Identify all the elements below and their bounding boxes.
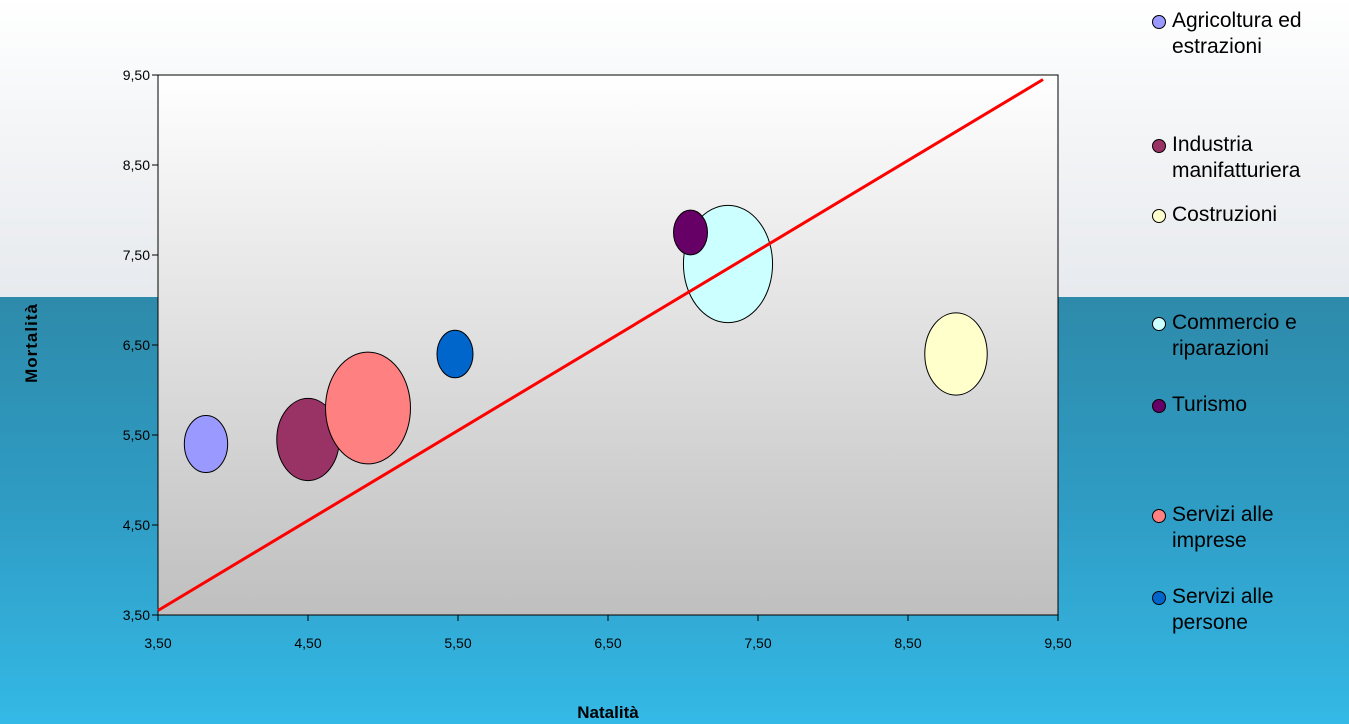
- legend-item[interactable]: Servizi alle persone: [1152, 584, 1349, 636]
- legend-item[interactable]: Costruzioni: [1152, 202, 1349, 228]
- y-tick-label: 6,50: [123, 337, 150, 353]
- bubble-servizi-alle-imprese[interactable]: [325, 351, 411, 465]
- y-tick-label: 3,50: [123, 607, 150, 623]
- bubble-turismo[interactable]: [673, 209, 708, 256]
- x-tick-label: 7,50: [744, 635, 771, 651]
- legend-marker: [1152, 317, 1166, 331]
- bubble-costruzioni[interactable]: [924, 312, 988, 396]
- y-tick-label: 8,50: [123, 157, 150, 173]
- legend-label: Costruzioni: [1172, 203, 1278, 226]
- x-tick-label: 5,50: [444, 635, 471, 651]
- legend-item[interactable]: Agricoltura ed estrazioni: [1152, 8, 1349, 60]
- legend-label: Servizi alle persone: [1172, 585, 1274, 634]
- bubble-agricoltura-ed-estrazioni[interactable]: [183, 414, 229, 474]
- legend-label: Agricoltura ed estrazioni: [1172, 9, 1302, 58]
- legend-item[interactable]: Industria manifatturiera: [1152, 132, 1349, 184]
- y-tick-label: 7,50: [123, 247, 150, 263]
- legend-item[interactable]: Turismo: [1152, 392, 1349, 418]
- legend-label: Servizi alle imprese: [1172, 503, 1274, 552]
- x-tick-label: 9,50: [1044, 635, 1071, 651]
- legend-marker: [1152, 591, 1166, 605]
- x-tick-label: 3,50: [144, 635, 171, 651]
- legend-label: Commercio e riparazioni: [1172, 311, 1297, 360]
- reference-line: [157, 78, 1044, 612]
- x-tick-label: 4,50: [294, 635, 321, 651]
- legend-marker: [1152, 209, 1166, 223]
- y-tick-label: 9,50: [123, 67, 150, 83]
- y-axis-title: Mortalità: [22, 303, 41, 383]
- legend-label: Turismo: [1172, 393, 1248, 416]
- bubble-servizi-alle-persone[interactable]: [436, 329, 474, 379]
- legend-label: Industria manifatturiera: [1172, 133, 1301, 182]
- legend-item[interactable]: Servizi alle imprese: [1152, 502, 1349, 554]
- legend-item[interactable]: Commercio e riparazioni: [1152, 310, 1349, 362]
- y-tick-label: 5,50: [123, 427, 150, 443]
- legend-marker: [1152, 399, 1166, 413]
- legend-marker: [1152, 509, 1166, 523]
- legend-marker: [1152, 15, 1166, 29]
- plot-area: [157, 74, 1059, 616]
- x-tick-label: 6,50: [594, 635, 621, 651]
- legend-marker: [1152, 139, 1166, 153]
- x-axis-title: Natalità: [577, 703, 639, 722]
- x-tick-label: 8,50: [894, 635, 921, 651]
- y-tick-label: 4,50: [123, 517, 150, 533]
